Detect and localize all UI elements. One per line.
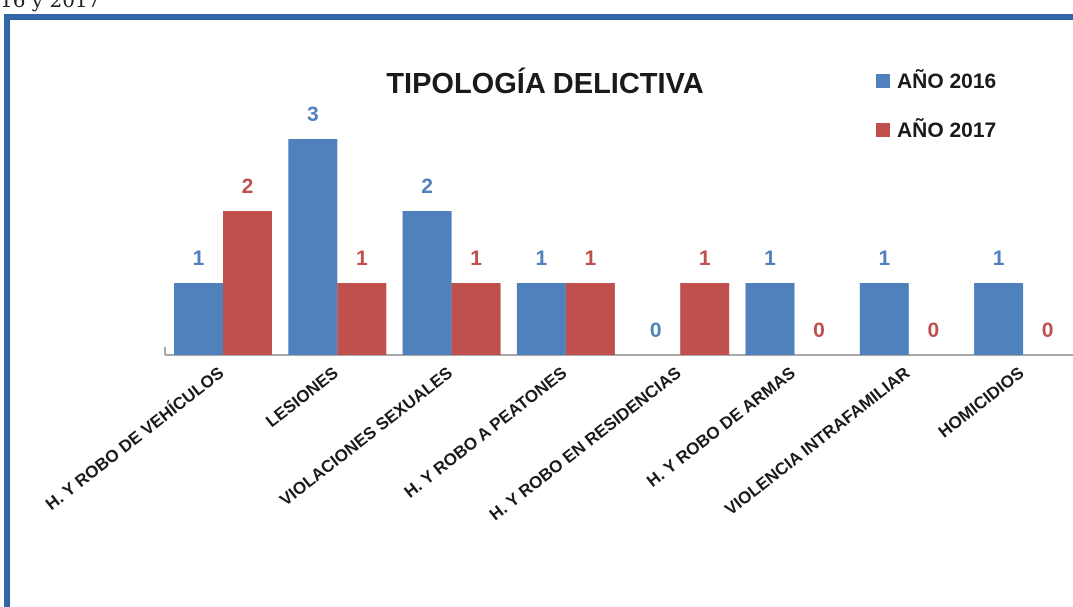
data-label-2017-6: 0	[813, 319, 825, 342]
data-label-2017-7: 0	[927, 319, 939, 342]
bar-2017-1	[223, 211, 272, 355]
category-labels-group: H. Y ROBO DE VEHÍCULOS LESIONESVIOLACIONE…	[42, 363, 1027, 524]
bar-2017-2	[337, 283, 387, 355]
bar-2017-5	[680, 283, 730, 355]
chart-inner-frame	[9, 19, 1073, 607]
chart-title: TIPOLOGÍA DELICTIVA	[386, 66, 703, 100]
data-label-2016-4: 1	[536, 247, 548, 270]
bar-2016-6	[745, 283, 795, 355]
data-label-2017-3: 1	[470, 247, 482, 270]
bar-2017-3	[451, 283, 501, 355]
data-label-2017-1: 2	[242, 175, 254, 198]
legend-swatch-2017	[876, 123, 890, 137]
bar-2016-1	[174, 283, 223, 355]
data-label-2017-5: 1	[699, 247, 711, 270]
data-label-2017-4: 1	[585, 247, 597, 270]
data-label-2017-2: 1	[356, 247, 368, 270]
category-label-8: HOMICIDIOS	[935, 363, 1028, 441]
bar-2017-4	[565, 283, 615, 355]
legend-label-2016: AÑO 2016	[897, 70, 996, 93]
category-label-1: H. Y ROBO DE VEHÍCULOS	[42, 363, 227, 514]
category-label-5: H. Y ROBO EN RESIDENCIAS	[486, 363, 685, 524]
legend-swatch-2016	[876, 74, 890, 88]
value-labels-group: 1 2 3 1 2 1 1 1 0 1 1 0 1 0 1 0	[193, 103, 1054, 342]
data-label-2016-6: 1	[764, 247, 776, 270]
legend-label-2017: AÑO 2017	[897, 119, 996, 142]
page-caption: 16 y 2017	[0, 0, 101, 12]
bar-2016-4	[516, 283, 566, 355]
bar-2016-2	[288, 139, 338, 355]
data-label-2016-3: 2	[421, 175, 433, 198]
data-label-2016-7: 1	[878, 247, 890, 270]
legend: AÑO 2016 AÑO 2017	[876, 70, 996, 142]
category-label-2: LESIONES	[262, 363, 341, 431]
category-label-7: VIOLENCIA INTRAFAMILIAR	[721, 363, 913, 519]
data-label-2016-5: 0	[650, 319, 662, 342]
data-label-2016-8: 1	[993, 247, 1005, 270]
data-label-2016-2: 3	[307, 103, 319, 126]
bars-group	[174, 139, 1024, 355]
bar-2016-8	[974, 283, 1024, 355]
bar-2016-3	[402, 211, 452, 355]
data-label-2016-1: 1	[193, 247, 205, 270]
data-label-2017-8: 0	[1042, 319, 1054, 342]
bar-2016-7	[859, 283, 909, 355]
